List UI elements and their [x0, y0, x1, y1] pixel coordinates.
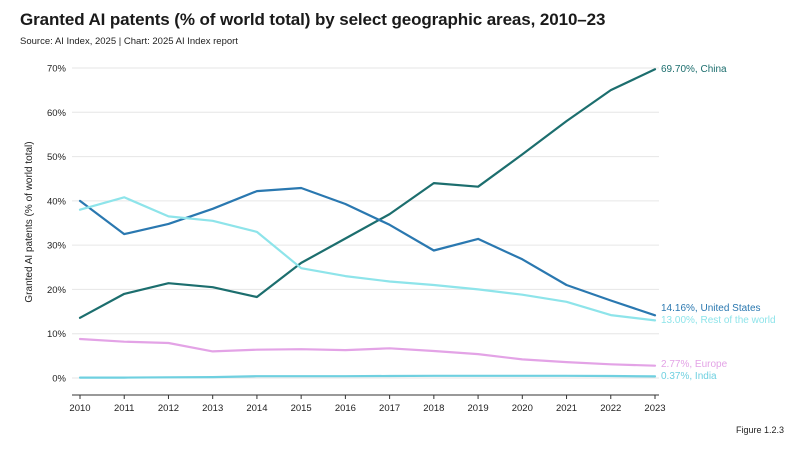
chart-source: Source: AI Index, 2025 | Chart: 2025 AI …	[20, 36, 238, 47]
x-tick-label: 2019	[468, 403, 489, 414]
y-tick-label: 20%	[47, 285, 67, 296]
x-tick-label: 2015	[291, 403, 312, 414]
end-label-china: 69.70%, China	[661, 64, 727, 75]
end-labels: 69.70%, China 14.16%, United States13.00%…	[661, 64, 776, 382]
y-axis-label: Granted AI patents (% of world total)	[24, 141, 35, 302]
x-tick-label: 2011	[114, 403, 134, 414]
y-tick-label: 70%	[47, 64, 67, 75]
x-tick-label: 2018	[423, 403, 444, 414]
chart-title: Granted AI patents (% of world total) by…	[20, 10, 606, 29]
y-tick-label: 60%	[47, 108, 67, 119]
x-tick-label: 2014	[246, 403, 267, 414]
x-tick-label: 2013	[202, 403, 223, 414]
x-tick-label: 2012	[158, 403, 179, 414]
series-line-india	[78, 374, 657, 379]
x-tick-label: 2010	[69, 403, 90, 414]
end-label-row: 13.00%, Rest of the world	[661, 315, 776, 326]
y-tick-label: 10%	[47, 329, 67, 340]
y-tick-label: 40%	[47, 196, 67, 207]
x-tick-label: 2016	[335, 403, 356, 414]
series-line-china	[78, 68, 657, 319]
end-label-india: 0.37%, India	[661, 371, 717, 382]
x-tick-label: 2020	[512, 403, 533, 414]
x-tick-label: 2023	[644, 403, 665, 414]
y-tick-label: 50%	[47, 152, 67, 163]
y-axis-ticks: 0% 10% 20% 30% 40% 50% 60% 70%	[47, 64, 67, 385]
end-label-europe: 2.77%, Europe	[661, 359, 728, 370]
figure-label: Figure 1.2.3	[735, 425, 784, 435]
x-tick-label: 2021	[556, 403, 577, 414]
x-tick-label: 2022	[600, 403, 621, 414]
grid-lines	[72, 67, 659, 379]
x-tick-label: 2017	[379, 403, 400, 414]
y-tick-label: 30%	[47, 241, 67, 252]
series-line-us	[78, 186, 657, 317]
series-line-row	[78, 196, 657, 322]
series-lines	[78, 68, 657, 379]
end-label-us: 14.16%, United States	[661, 303, 761, 314]
x-axis-ticks: 2010 2011 2012 2013 2014 2015 2016 2017 2018 2019…	[69, 394, 666, 414]
y-tick-label: 0%	[52, 374, 66, 385]
series-line-europe	[78, 337, 657, 367]
